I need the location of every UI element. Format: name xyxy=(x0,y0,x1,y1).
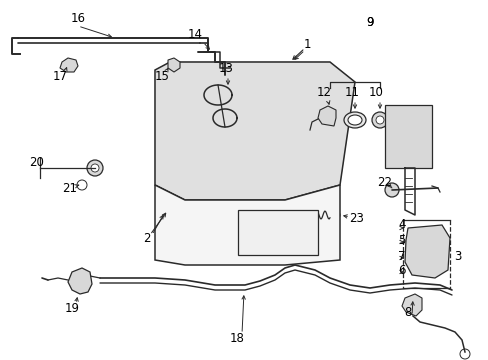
Text: 7: 7 xyxy=(397,249,405,262)
Circle shape xyxy=(332,212,337,217)
Circle shape xyxy=(433,234,441,242)
Text: 3: 3 xyxy=(453,249,461,262)
Circle shape xyxy=(244,244,251,252)
Polygon shape xyxy=(404,225,449,278)
Text: 5: 5 xyxy=(398,234,405,247)
Ellipse shape xyxy=(343,112,365,128)
Text: 12: 12 xyxy=(316,86,331,99)
Text: 9: 9 xyxy=(366,15,373,28)
Circle shape xyxy=(375,116,383,124)
Text: 20: 20 xyxy=(29,156,44,168)
Text: 23: 23 xyxy=(349,211,364,225)
Text: 13: 13 xyxy=(218,62,233,75)
Polygon shape xyxy=(68,268,92,294)
Circle shape xyxy=(323,111,332,121)
Text: 11: 11 xyxy=(344,86,359,99)
Circle shape xyxy=(75,277,85,287)
Text: 4: 4 xyxy=(397,219,405,231)
Text: 22: 22 xyxy=(377,176,392,189)
Circle shape xyxy=(170,61,178,69)
Polygon shape xyxy=(155,62,354,200)
Text: 6: 6 xyxy=(397,264,405,276)
Text: 17: 17 xyxy=(52,69,67,82)
Circle shape xyxy=(407,231,415,239)
Polygon shape xyxy=(401,294,421,316)
Text: 2: 2 xyxy=(143,231,150,244)
Circle shape xyxy=(416,242,432,258)
Circle shape xyxy=(459,349,469,359)
Polygon shape xyxy=(238,210,317,255)
Text: 14: 14 xyxy=(187,28,202,41)
Circle shape xyxy=(371,112,387,128)
Text: 1: 1 xyxy=(303,39,310,51)
Circle shape xyxy=(256,244,263,252)
Polygon shape xyxy=(60,58,78,72)
Circle shape xyxy=(244,215,251,221)
Text: 15: 15 xyxy=(154,69,169,82)
Circle shape xyxy=(65,61,73,69)
Circle shape xyxy=(399,129,415,145)
Circle shape xyxy=(407,300,417,309)
Text: 18: 18 xyxy=(229,332,244,345)
Polygon shape xyxy=(155,185,339,265)
Text: 21: 21 xyxy=(62,181,77,194)
Text: 16: 16 xyxy=(70,12,85,24)
Circle shape xyxy=(384,183,398,197)
Polygon shape xyxy=(317,106,335,126)
Circle shape xyxy=(77,180,87,190)
Ellipse shape xyxy=(347,115,361,125)
Text: 10: 10 xyxy=(368,86,383,99)
Circle shape xyxy=(91,164,99,172)
Text: 9: 9 xyxy=(366,15,373,28)
Polygon shape xyxy=(168,58,180,72)
Circle shape xyxy=(87,160,103,176)
Text: 8: 8 xyxy=(404,306,411,319)
Circle shape xyxy=(76,274,84,282)
Polygon shape xyxy=(384,105,431,168)
Circle shape xyxy=(256,215,263,221)
Circle shape xyxy=(329,210,339,220)
Text: 19: 19 xyxy=(64,302,80,315)
